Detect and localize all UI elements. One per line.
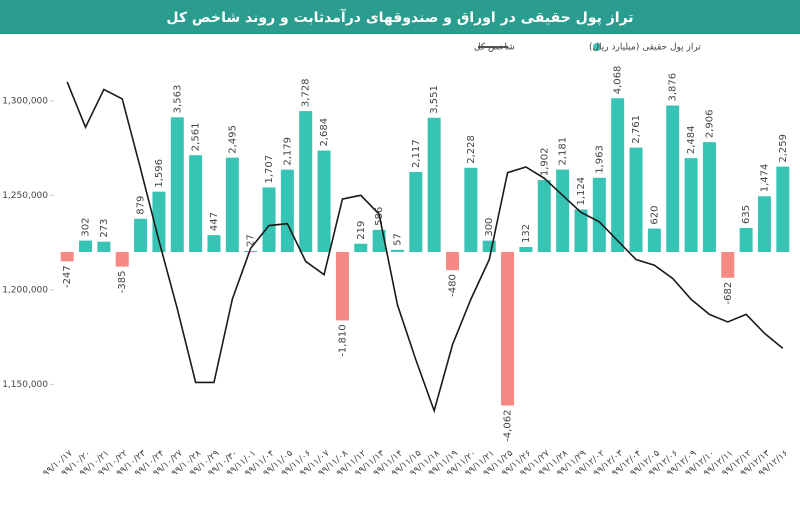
data-label: 273	[99, 219, 110, 238]
bar	[97, 241, 111, 252]
bar	[776, 166, 790, 252]
data-label: 2,259	[778, 134, 789, 163]
bar	[390, 249, 404, 252]
data-label: 1,124	[576, 177, 587, 206]
bar	[134, 218, 148, 252]
data-label: 2,684	[319, 118, 330, 147]
data-label: 1,902	[539, 147, 550, 176]
data-label: -682	[723, 282, 734, 305]
data-label: 879	[136, 196, 147, 215]
data-label: 219	[356, 221, 367, 240]
data-label: 447	[209, 212, 220, 231]
bar	[684, 158, 698, 252]
bar	[207, 235, 221, 252]
bar	[482, 240, 496, 252]
data-label: 27	[246, 234, 257, 247]
legend-swatch	[593, 43, 601, 51]
bar	[757, 196, 771, 252]
bar	[372, 229, 386, 252]
data-label: -385	[117, 271, 128, 294]
data-label: 2,484	[686, 125, 697, 154]
data-label: 1,707	[264, 155, 275, 184]
bar	[409, 171, 423, 252]
data-label: 2,561	[191, 123, 202, 152]
data-label: 2,181	[558, 137, 569, 166]
bar	[702, 142, 716, 252]
bar	[666, 105, 680, 252]
bar	[739, 227, 753, 252]
data-label: 1,474	[759, 164, 770, 193]
bar	[501, 252, 515, 406]
title-bar	[0, 0, 800, 34]
bar	[262, 187, 276, 252]
data-label: -4,062	[503, 410, 514, 442]
bar	[280, 169, 294, 252]
data-label: 3,728	[301, 78, 312, 107]
bar	[647, 228, 661, 252]
bar	[115, 252, 129, 267]
data-label: 132	[521, 224, 532, 243]
bar	[721, 252, 735, 278]
bar	[537, 180, 551, 252]
bar	[170, 117, 184, 252]
data-label: -247	[62, 265, 73, 288]
y-tick-label: 1,150,000	[2, 380, 48, 390]
bar	[317, 150, 331, 252]
y-tick-label: 1,250,000	[2, 191, 48, 201]
bar	[299, 111, 313, 252]
data-label: 57	[392, 233, 403, 246]
data-label: -480	[448, 274, 459, 297]
bar	[464, 167, 478, 252]
data-label: 3,563	[172, 85, 183, 114]
bar	[574, 209, 588, 252]
bar	[79, 240, 93, 252]
legend-label: شاخص کل	[474, 43, 515, 53]
y-tick-label: 1,300,000	[2, 96, 48, 106]
data-label: 300	[484, 218, 495, 237]
data-label: 635	[741, 205, 752, 224]
bar	[225, 157, 239, 252]
data-label: 4,068	[613, 66, 624, 95]
data-label: 302	[81, 217, 92, 236]
bar	[592, 177, 606, 252]
bar	[244, 250, 258, 252]
bar	[152, 191, 166, 252]
data-label: 1,963	[594, 145, 605, 174]
bar	[354, 243, 368, 252]
bar	[629, 147, 643, 252]
data-label: 2,761	[631, 115, 642, 144]
y-tick-label: 1,200,000	[2, 285, 48, 295]
chart-title: تراز پول حقیقی در اوراق و صندوقهای درآمد…	[166, 8, 633, 26]
bar	[611, 98, 625, 252]
legend-label: تراز پول حقیقی (میلیارد ریال)	[589, 43, 701, 53]
data-label: 3,876	[668, 73, 679, 102]
bar	[556, 169, 570, 252]
bar	[60, 252, 74, 262]
bar	[446, 252, 460, 271]
data-label: 1,596	[154, 159, 165, 188]
data-label: 620	[649, 205, 660, 224]
data-label: 2,179	[282, 137, 293, 166]
data-label: 2,495	[227, 125, 238, 154]
bar	[335, 252, 349, 321]
data-label: 2,228	[466, 135, 477, 164]
data-label: 2,117	[411, 139, 422, 168]
bar	[427, 117, 441, 252]
data-label: -1,810	[337, 324, 348, 356]
bar	[519, 247, 533, 252]
data-label: 2,906	[704, 110, 715, 139]
bar	[189, 155, 203, 252]
line	[66, 81, 784, 414]
data-label: 3,551	[429, 85, 440, 114]
